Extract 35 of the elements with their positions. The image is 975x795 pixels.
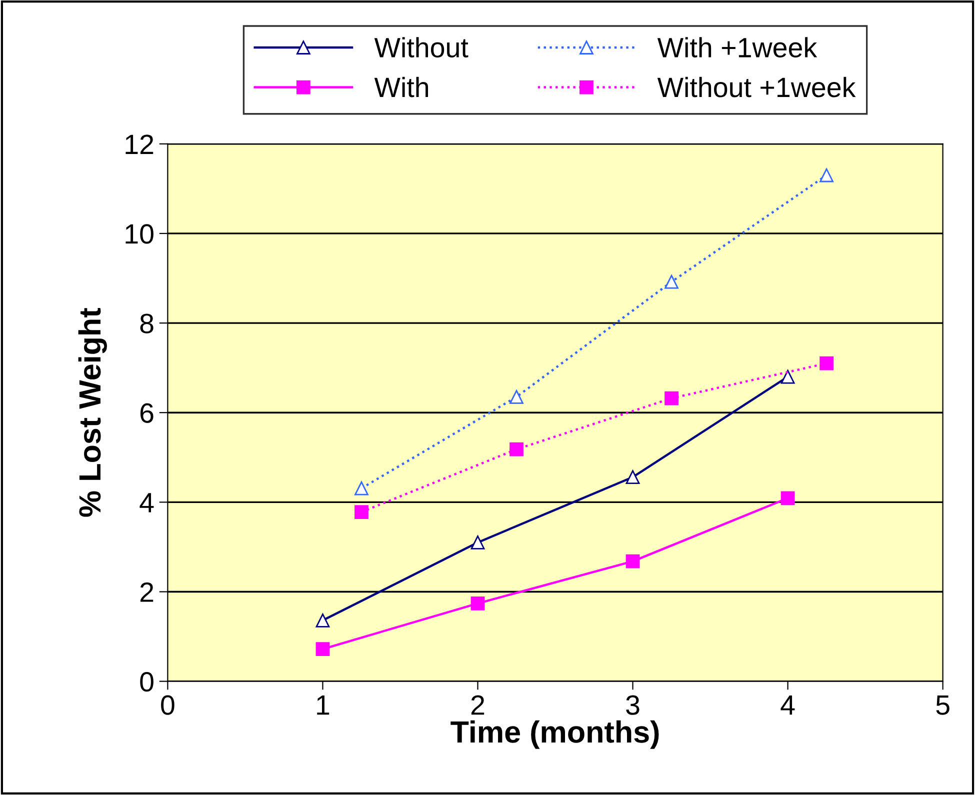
point <box>470 536 485 550</box>
y-tick-label: 8 <box>140 314 154 334</box>
y-tick-label: 6 <box>140 403 154 423</box>
x-tick-label: 5 <box>936 696 950 715</box>
y-tick-label: 12 <box>126 134 154 154</box>
point <box>780 491 795 506</box>
x-tick-label: 1 <box>317 696 330 715</box>
x-tick-label: 4 <box>780 696 795 715</box>
point <box>626 470 640 484</box>
legend-label: Without +1week <box>657 76 856 98</box>
legend-label: With +1week <box>657 37 818 58</box>
y-axis-title: % Lost Weight <box>78 308 107 517</box>
x-tick-label: 0 <box>161 695 174 715</box>
point <box>664 274 678 289</box>
x-tick-label: 2 <box>471 695 484 715</box>
point <box>626 554 640 568</box>
point <box>664 391 678 406</box>
point <box>316 642 330 656</box>
point <box>820 356 834 370</box>
point <box>510 390 524 404</box>
x-axis-title: Time (months) <box>450 720 659 749</box>
y-tick-label: 2 <box>140 582 154 602</box>
y-tick-label: 10 <box>126 224 154 244</box>
point <box>354 505 368 519</box>
point <box>316 613 330 628</box>
legend-label: With <box>374 76 428 98</box>
point <box>780 370 795 384</box>
y-tick-label: 4 <box>140 493 154 512</box>
point <box>470 596 485 610</box>
point <box>510 442 524 456</box>
legend-label: Without <box>374 37 468 58</box>
point <box>354 481 368 496</box>
y-tick-label: 0 <box>140 672 154 692</box>
x-tick-label: 3 <box>626 695 640 715</box>
point <box>820 168 834 182</box>
